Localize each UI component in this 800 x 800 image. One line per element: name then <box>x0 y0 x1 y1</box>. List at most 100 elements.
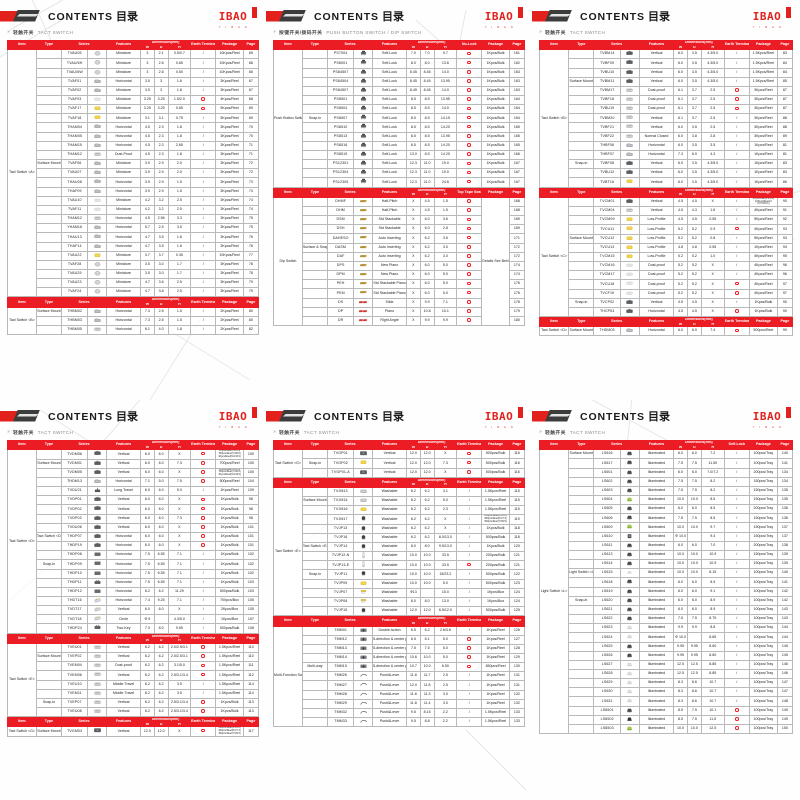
table-row[interactable]: TVJP16 Washable 6.2 6.2 8.0/13.0/500pcs/Bulk… <box>274 532 526 544</box>
table-row[interactable]: THAM12 Horizontal 4.5 2.56 3.3/3Kpcs/Reel 75 <box>8 214 260 225</box>
table-row[interactable]: TVBM17 Dust-proof 6.1 3.7 2.5 3Kpcs/Reel 87 <box>540 85 794 97</box>
table-row[interactable]: THDP10 Horizontal 7.5 6.55 7.1/1Kpcs/Bulk 102 <box>8 568 260 579</box>
table-row[interactable]: Tact Switch <D> THDP07 Horizontal 6.0 6.0 X 1K… <box>8 531 260 543</box>
table-row[interactable]: Tact Switch <G> TVGP01 Vertical 12.0 12.0 X 50… <box>273 449 526 478</box>
table-row[interactable]: THDT16 Horizontal 7.4 9.25 7.1/700pcs/Box 105 <box>8 596 260 607</box>
table-row[interactable]: TVAF24 Miniature 4.7 3.6 2.5/3Kpcs/Reel 79 <box>8 287 260 298</box>
table-row[interactable]: LS8501 Illuminated 8.5 7.5 10.1 100pcs/Tray 14… <box>540 705 794 716</box>
table-row[interactable]: TVAU22 Miniature 3.7 3.7 0.35/10Kpcs/Reel 77 <box>8 250 260 261</box>
table-row[interactable]: LS605 Illuminated 6.0 6.0 8.5/200pcs/Tray 136 <box>540 504 794 515</box>
table-row[interactable]: TVCU13 Low-Profile 4.8 4.8 0.55/1Kpcs/Reel 94 <box>540 242 794 253</box>
table-row[interactable]: TVBF09 Vertical 6.0 3.5 4.3/5.0/1.5Kpcs/Reel… <box>540 58 794 69</box>
table-row[interactable]: LS617 Illuminated 7.5 7.5 11.50/100pcs/Tray 1… <box>540 458 794 469</box>
table-row[interactable]: Tact Switch <D> Surface Mount THDM03 Horizo… <box>538 326 794 337</box>
table-row[interactable]: Snap-in TVJP11 Washable 10.0 10.0 15/23.2/500… <box>274 569 526 580</box>
table-row[interactable]: Tact Switch <E> TVEU01 Vertical 6.2 6.2 2.0/2… <box>7 642 260 718</box>
table-row[interactable]: TVEU10 Middle Travel 6.2 6.2 3.5/1.5Kpcs/Ree… <box>8 679 260 690</box>
table-row[interactable]: THAU13 Horizontal 4.7 3.5 1.6/3Kpcs/Reel 76 <box>8 232 260 243</box>
table-row[interactable]: PS84507 Self-Lock 8.45 8.45 14.0 1Kpcs/Bulk 16… <box>274 67 526 78</box>
table-row[interactable]: Snap-in LS620 Illuminated 6.0 6.0 8.9/100pcs/… <box>540 595 794 606</box>
table-row[interactable]: Tact Switch <G> Surface Mount TVGM03 Vertic… <box>7 726 260 737</box>
table-row[interactable]: TVAU29 Miniature 3.5 3.0 1.7/3Kpcs/Reel 78 <box>8 268 260 280</box>
table-row[interactable]: PS8510 Self-Lock 8.5 8.5 14.20 1Kpcs/Bulk 165 <box>274 122 526 133</box>
table-row[interactable]: TVEM11 Middle Travel 6.2 6.2 3.5/1.5Kpcs/Ree… <box>8 688 260 699</box>
table-row[interactable]: LS631 Illuminated 8.3 8.6 10.7/100pcs/Tray 14… <box>540 696 794 707</box>
table-row[interactable]: TVBU10 Vertical 6.0 3.5 4.3/5.0/1.5Kpcs/Reel… <box>540 67 794 78</box>
table-row[interactable]: TVBU12 Vertical 6.0 3.5 4.3/5.0/1Kpcs/Reel 83 <box>540 168 794 179</box>
table-row[interactable]: TVEM06 Vertical 6.2 6.2 2.5/3.1/3.4 1.5Kpcs/R… <box>8 670 260 681</box>
table-row[interactable]: THBF07 Horizontal 7.3 6.0 4.3/1Kpcs/Reel 81 <box>540 149 794 161</box>
table-row[interactable]: LS626 Illuminated 9.95 9.95 8.60/100pcs/Tray… <box>540 650 794 661</box>
table-row[interactable]: TVCM15 Low-Profile 5.2 5.2 1.0/4Kpcs/Reel 95 <box>540 251 794 263</box>
table-row[interactable]: TVEM04 Dust-proof 6.2 6.2 3.1/5.0 1.5Kpcs/Ree… <box>8 661 260 672</box>
table-row[interactable]: Tact Switch <B> TVBM14 Vertical 6.0 3.5 4.3/5… <box>538 49 794 188</box>
table-row[interactable]: Tact Switch <C> TVCM01 Vertical 4.5 4.5 X/2Kp… <box>538 196 794 317</box>
table-row[interactable]: PS12305 Self-Lock 12.3 11.0 24.6 1Kpcs/Bulk 16… <box>274 177 526 188</box>
table-row[interactable]: TVJP15 Washable 12.0 12.0 6.5/12.0/500pcs/Bu… <box>274 606 526 617</box>
table-row[interactable]: TVAU/6W Miniature 3 2.6 0.50/10Kpcs/Reel 66 <box>8 67 260 78</box>
table-row[interactable]: LS622 Illuminated 7.5 7.5 8.75/100pcs/Tray 14… <box>540 614 794 625</box>
table-row[interactable]: PS8501 Self-Lock 8.5 8.5 13.95 1Kpcs/Bulk 164 <box>274 95 526 106</box>
table-row[interactable]: LS604 Illuminated 10.0 10.0 8.5/150pcs/Tray 1… <box>540 495 794 506</box>
table-row[interactable]: THAF09 Horizontal 3.9 2.9 1.5/3Kpcs/Reel 73 <box>8 186 260 197</box>
table-row[interactable]: TVBF18 Dust-proof 6.1 3.7 2.5 3Kpcs/Reel 87 <box>540 95 794 106</box>
table-row[interactable]: DHM Half-Pitch X 4.5 1.5 168 <box>274 205 526 217</box>
table-row[interactable]: PS8513 Self-Lock 8.5 8.5 13.95 1Kpcs/Bulk 165 <box>274 131 526 142</box>
table-row[interactable]: Tact Switch <A> TVAU05 Miniature 3 2.1 0.5/0.… <box>7 49 260 298</box>
table-row[interactable]: TVDP02 Vertical 6.0 6.0 X 1Kpcs/Bulk 98 <box>8 504 260 515</box>
table-row[interactable]: TVJM17 Washable 6.2 6.2 X/600pcs/Reel(4.3/5.… <box>274 514 526 525</box>
table-row[interactable]: TVCU11 Low-Profile 5.2 5.2 0.9 4Kpcs/Reel 93 <box>540 224 794 235</box>
table-row[interactable]: Snap-in THDP09 Horizontal 7.5 6.55 7.1/1Kpcs/… <box>8 559 260 570</box>
table-row[interactable]: THDP08 Horizontal 7.5 6.55 7.1/1Kpcs/Bulk 102 <box>8 550 260 561</box>
table-row[interactable]: TVGP01-A Vertical 12.0 12.0 X 500pcs/Bulk 116 <box>274 467 526 478</box>
table-row[interactable]: LS601 Illuminated 6.0 6.0 7.0/7.2/200pcs/Tra… <box>540 467 794 478</box>
table-row[interactable]: TVCU18 Dust-proof 5.2 5.2 X 4Kpcs/Reel 97 <box>540 279 794 290</box>
table-row[interactable]: LS630 Illuminated 8.3 8.6 10.7/100pcs/Tray 14… <box>540 687 794 698</box>
table-row[interactable]: DAF Auto Inserting X 6.2 3.0 172 <box>274 251 526 262</box>
table-row[interactable]: LS8503 Illuminated 10.0 10.0 12.5 100pcs/Tray… <box>540 723 794 735</box>
table-row[interactable]: LS625 Illuminated 9.95 9.95 8.60/100pcs/Tray… <box>540 641 794 652</box>
table-row[interactable]: TMM28 Push&Lever 11.8 11.3 3.0/1Kpcs/Reel 132 <box>274 689 526 700</box>
table-row[interactable]: DS Slide X 9.9 7.1 178 <box>274 297 526 308</box>
table-row[interactable]: TMM32 Push&Lever 9.5 8.15 2.2/1.5Kpcs/Reel 13… <box>274 707 526 719</box>
table-row[interactable]: THAM04 Horizontal 4.5 2.3 1.8/3Kpcs/Reel 70 <box>8 122 260 133</box>
table-row[interactable]: TVAU/6H Miniature 3 2.6 0.65/10Kpcs/Reel 66 <box>8 58 260 69</box>
table-row[interactable]: THBM03 Horizontal 7.3 2.5 1.5/2Kpcs/Reel 80 <box>8 315 260 327</box>
table-row[interactable]: TVAU10 Miniature 4.2 3.2 2.5/3Kpcs/Reel 74 <box>8 195 260 206</box>
table-row[interactable]: TVDT17 Vertical 6.0 6.0 X/2Kpcs/Box 105 <box>8 605 260 616</box>
table-row[interactable]: LS621 Illuminated 6.0 6.0 8.9/100pcs/Tray 143 <box>540 604 794 616</box>
table-row[interactable]: TVAU07 Miniature 3.9 2.9 2.0/3Kpcs/Reel 72 <box>8 168 260 179</box>
table-row[interactable]: PS84507 Self-Lock 8.45 8.45 14.0 1Kpcs/Bulk 16… <box>274 85 526 97</box>
table-row[interactable]: Surface Mount TVBM11 Vertical 6.0 3.5 4.3/5.0… <box>540 76 794 87</box>
table-row[interactable]: TVAF17 Miniature 3.25 3.25 0.65 5Kpcs/Reel 69 <box>8 104 260 115</box>
table-row[interactable]: TMM27 Push&Lever 12.0 11.8 2.5/1Kpcs/Reel 131 <box>274 680 526 691</box>
table-row[interactable]: TVDT18 Circle Φ 9 4.3/5.0/1Kpcs/Box 107 <box>8 614 260 625</box>
table-row[interactable]: TVAF11 Miniature 4.2 3.2 2.5/3Kpcs/Reel 74 <box>8 204 260 216</box>
table-row[interactable]: TVAF28 Miniature 3.5 3.0 1.7/3Kpcs/Reel 78 <box>8 259 260 270</box>
table-row[interactable]: LS602 Illuminated 7.5 7.5 8.2/150pcs/Tray 134 <box>540 476 794 487</box>
table-row[interactable]: TVCF19 Dust-proof 5.2 5.2 X 4Kpcs/Reel 97 <box>540 288 794 299</box>
table-row[interactable]: PS8001 Self-Lock 8.0 8.0 13.6 1Kpcs/Bulk 162 <box>274 58 526 69</box>
table-row[interactable]: Tact Switch <D> TVDM06 Vertical 6.0 6.0 X 1Kpc… <box>7 449 260 634</box>
table-row[interactable]: TVJP13 Washable 6.2 6.2 X/1Kpcs/Bulk 118 <box>274 523 526 534</box>
table-row[interactable]: THAF14 Horizontal 4.7 3.5 1.6/3Kpcs/Reel 76 <box>8 241 260 252</box>
table-row[interactable]: THAM05 Horizontal 4.5 2.3 1.8/3Kpcs/Reel 70 <box>8 131 260 142</box>
table-row[interactable]: LS627 Illuminated 12.5 12.5 8.85/100pcs/Tray… <box>540 659 794 670</box>
table-row[interactable]: TVAF18 Miniature 3.1 3.1 0.75/5Kpcs/Reel 69 <box>8 113 260 124</box>
table-row[interactable]: Surface Mount TVJM14 Washable 6.2 6.2 5.0/1.5… <box>274 496 526 507</box>
table-row[interactable]: LS603 Illuminated 7.5 7.5 8.2/150pcs/Tray 135 <box>540 485 794 497</box>
table-row[interactable]: TVJP08 Washable 8.0 8.0 13.0/1Kpcs/Box 124 <box>274 596 526 608</box>
table-row[interactable]: PS12301 Self-Lock 12.3 11.0 19.0 1Kpcs/Bulk 16… <box>274 159 526 170</box>
table-row[interactable]: TVJP09 Washable 10.0 10.0 5.0/500pcs/Bulk 123 <box>274 578 526 589</box>
table-row[interactable]: TVDU06 Vertical 6.0 6.0 X 1Kpcs/Bulk 101 <box>8 522 260 533</box>
table-row[interactable]: THAM12 Dust-Proof 4.5 2.3 1.8/3Kpcs/Reel 71 <box>8 149 260 161</box>
table-row[interactable]: TVBT16 Vertical 6.0 3.5 4.3/5.0/1Kpcs/Reel 86 <box>540 177 794 188</box>
table-row[interactable]: TVCM09 Low-Profile 4.5 4.5 0.55/5Kpcs/Reel 92 <box>540 215 794 226</box>
table-row[interactable]: DR Right Angle X 9.9 9.9 180 <box>274 315 526 327</box>
table-row[interactable]: LS8502 Illuminated 8.5 7.5 11.5 100pcs/Tray 14… <box>540 714 794 725</box>
table-row[interactable]: Snap-in TVEP07 Vertical 6.2 6.2 2.5/3.1/3.4 1K… <box>8 697 260 708</box>
